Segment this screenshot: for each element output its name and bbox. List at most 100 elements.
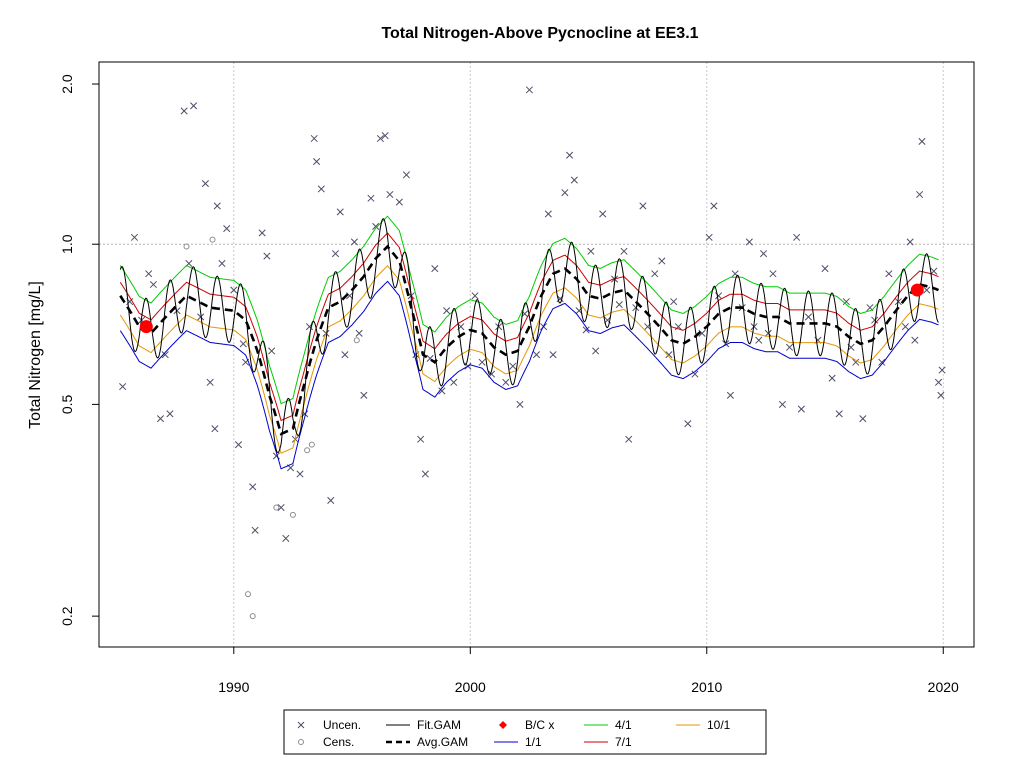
- x-tick-label: 2000: [455, 679, 486, 695]
- uncensored-point: [310, 134, 318, 143]
- uncensored-point: [731, 270, 739, 278]
- x-tick-label: 2010: [691, 679, 722, 695]
- uncensored-point: [705, 233, 713, 241]
- uncensored-point: [745, 238, 753, 246]
- legend-label: 1/1: [525, 735, 542, 749]
- uncensored-point: [213, 202, 221, 210]
- uncensored-point: [249, 483, 257, 491]
- x-tick-label: 1990: [218, 679, 249, 695]
- uncensored-point: [906, 238, 914, 246]
- uncensored-point: [674, 323, 682, 331]
- uncensored-point: [190, 102, 198, 110]
- uncensored-point: [566, 151, 574, 159]
- uncensored-point: [516, 400, 524, 408]
- uncensored-point: [764, 329, 772, 337]
- censored-point: [209, 236, 216, 243]
- uncensored-point: [223, 225, 231, 233]
- uncensored-point: [525, 86, 533, 94]
- censored-point: [304, 447, 311, 454]
- legend-label: 10/1: [707, 718, 731, 732]
- uncensored-point: [431, 265, 439, 273]
- uncensored-point: [251, 526, 259, 534]
- uncensored-point: [785, 343, 794, 351]
- uncensored-point: [651, 270, 659, 278]
- y-tick-label: 0.5: [59, 394, 75, 414]
- uncensored-point: [161, 351, 169, 359]
- y-axis: 0.2 0.5 1.0 2.0: [59, 74, 99, 626]
- legend-item: Cens.: [298, 735, 354, 749]
- uncensored-point: [417, 435, 425, 443]
- uncensored-point: [842, 298, 850, 306]
- uncensored-point: [911, 336, 919, 344]
- censored-point: [183, 243, 190, 250]
- legend-items: Uncen. Fit.GAM B/C x 4/1 10/1 Cens. Avg.GAM 1/1…: [297, 718, 731, 749]
- y-tick-label: 0.2: [59, 606, 75, 626]
- legend-x-marker: [297, 721, 305, 729]
- uncensored-point: [715, 292, 723, 300]
- uncensored-point: [180, 107, 188, 115]
- uncensored-point: [149, 280, 157, 289]
- uncensored-point: [336, 208, 344, 216]
- uncensored-point: [835, 410, 843, 418]
- uncensored-point: [443, 307, 451, 315]
- uncensored-point: [395, 198, 403, 206]
- bc-point: [910, 283, 924, 297]
- uncensored-point: [615, 301, 623, 309]
- uncensored-point: [277, 503, 285, 512]
- uncensored-point: [478, 358, 486, 366]
- uncensored-point: [859, 415, 867, 423]
- series-lines: [119, 215, 940, 470]
- chart-title: Total Nitrogen-Above Pycnocline at EE3.1: [381, 25, 698, 42]
- fit-gam-line: [119, 218, 939, 454]
- uncensored-point: [372, 222, 380, 230]
- data-points: [119, 86, 946, 620]
- uncensored-point: [852, 358, 860, 366]
- legend-item: 10/1: [676, 718, 731, 732]
- legend-item: Avg.GAM: [386, 735, 468, 749]
- uncensored-point: [691, 370, 699, 378]
- uncensored-point: [570, 176, 578, 184]
- uncensored-point: [218, 259, 226, 268]
- uncensored-point: [797, 405, 805, 413]
- censored-point: [273, 504, 280, 511]
- 7-1-line: [119, 232, 939, 422]
- uncensored-point: [156, 415, 165, 423]
- uncensored-point: [684, 420, 692, 428]
- uncensored-point: [698, 329, 706, 337]
- censored-point: [244, 591, 251, 598]
- uncensored-point: [916, 190, 924, 199]
- uncensored-point: [331, 250, 340, 258]
- uncensored-point: [759, 250, 768, 258]
- uncensored-point: [166, 410, 174, 418]
- y-axis-label: Total Nitrogen [mg/L]: [27, 281, 44, 429]
- uncensored-point: [201, 180, 209, 188]
- uncensored-point: [938, 366, 946, 374]
- uncensored-point: [402, 171, 410, 179]
- uncensored-point: [282, 534, 290, 542]
- 10-1-line: [119, 265, 939, 454]
- legend-circle-marker: [298, 739, 304, 745]
- uncensored-point: [918, 137, 926, 145]
- legend-item: Uncen.: [297, 718, 361, 732]
- avg-gam-line: [119, 244, 940, 436]
- legend-label: Uncen.: [323, 718, 361, 732]
- uncensored-point: [313, 157, 321, 166]
- uncensored-point: [778, 400, 786, 408]
- uncensored-point: [901, 323, 909, 331]
- uncensored-point: [821, 265, 829, 273]
- uncensored-point: [930, 267, 938, 275]
- legend-label: B/C x: [525, 718, 554, 732]
- legend-item: 4/1: [584, 718, 632, 732]
- y-tick-label: 2.0: [59, 74, 75, 94]
- uncensored-point: [544, 210, 552, 218]
- uncensored-point: [549, 351, 557, 359]
- legend-item: 1/1: [494, 735, 542, 749]
- y-tick-label: 1.0: [59, 234, 75, 254]
- uncensored-point: [268, 347, 276, 355]
- uncensored-point: [934, 378, 943, 386]
- legend-label: Cens.: [323, 735, 354, 749]
- bc-point: [139, 320, 153, 334]
- uncensored-point: [639, 202, 647, 210]
- legend-item: Fit.GAM: [386, 718, 461, 732]
- uncensored-point: [341, 351, 349, 359]
